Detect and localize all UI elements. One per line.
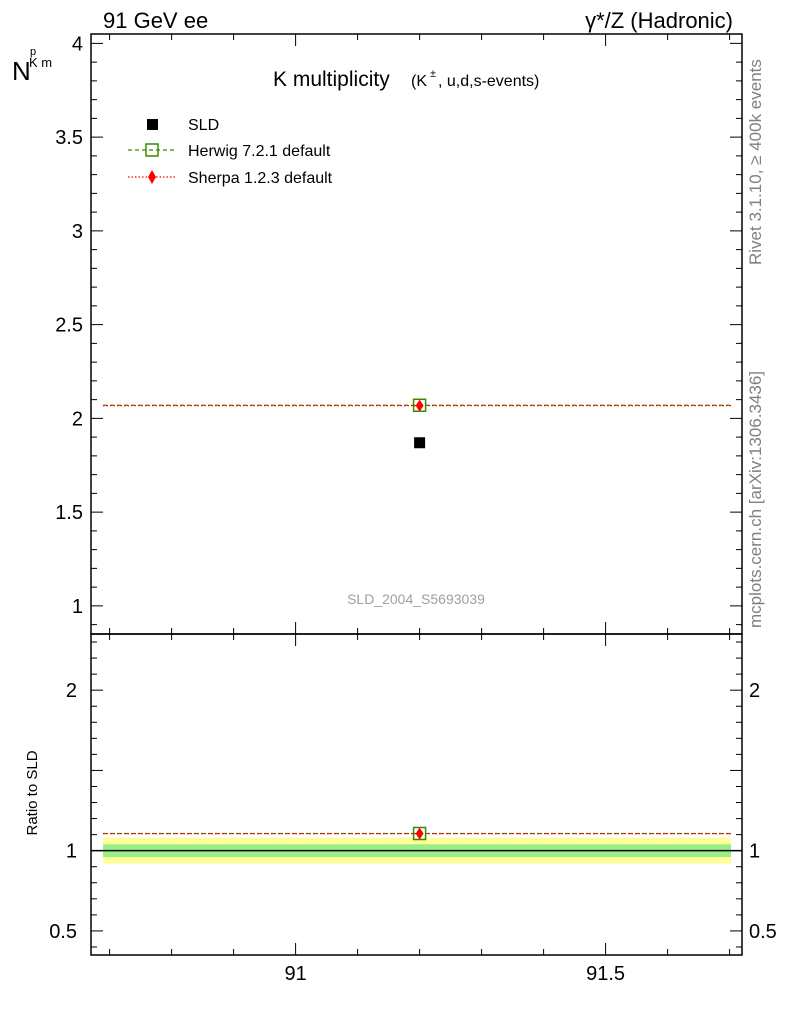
legend-entry-herwig: Herwig 7.2.1 default xyxy=(128,143,331,160)
legend-marker-herwig xyxy=(145,143,159,157)
marks-layer xyxy=(103,398,731,841)
ylabel-sup: p xyxy=(30,46,36,58)
sherpa-point xyxy=(415,399,424,412)
legend-label-herwig: Herwig 7.2.1 default xyxy=(188,143,331,160)
mcplots-credit: mcplots.cern.ch [arXiv:1306.3436] xyxy=(746,370,765,628)
sld-data-point xyxy=(414,437,426,449)
legend-entry-sherpa: Sherpa 1.2.3 default xyxy=(128,170,333,187)
title-sub-sup: ± xyxy=(430,68,436,80)
main-y-tick-label: 1.5 xyxy=(55,502,83,524)
main-y-tick-label: 4 xyxy=(72,33,83,55)
ratio-y-axis-label: Ratio to SLD xyxy=(24,750,41,835)
ylabel-main: N xyxy=(12,56,31,86)
ratio-y-tick-label-right: 0.5 xyxy=(749,921,777,943)
main-y-tick-label: 2 xyxy=(72,408,83,430)
title-sub-prefix: (K xyxy=(411,73,427,90)
legend: SLD Herwig 7.2.1 default Sherpa 1.2.3 de… xyxy=(128,117,333,187)
title-sub-suffix: , u,d,s-events) xyxy=(438,73,539,90)
legend-label-sherpa: Sherpa 1.2.3 default xyxy=(188,170,333,187)
axes-layer: 1 1.5 2 2.5 3 3.5 4 0.5 0.5 1 1 2 2 91 91.5 xyxy=(49,33,777,985)
x-tick-label: 91.5 xyxy=(586,963,625,985)
main-y-axis-label: N p K m xyxy=(12,46,52,86)
legend-entry-sld: SLD xyxy=(147,117,219,134)
header-right: γ*/Z (Hadronic) xyxy=(585,8,733,33)
header-left: 91 GeV ee xyxy=(103,8,208,33)
ratio-frame xyxy=(90,633,743,956)
analysis-watermark: SLD_2004_S5693039 xyxy=(347,591,485,607)
ratio-y-tick-label-right: 2 xyxy=(749,680,760,702)
ratio-y-tick-label-right: 1 xyxy=(749,841,760,863)
legend-marker-sld xyxy=(147,119,158,130)
main-y-tick-label: 2.5 xyxy=(55,315,83,337)
main-y-tick-label: 1 xyxy=(72,596,83,618)
plot-title: K multiplicity (K ± , u,d,s-events) xyxy=(273,68,539,91)
main-y-tick-label: 3 xyxy=(72,221,83,243)
x-tick-label: 91 xyxy=(284,963,306,985)
sherpa-ratio-point xyxy=(415,827,424,840)
title-main: K multiplicity xyxy=(273,68,390,91)
ratio-y-tick-label: 1 xyxy=(66,841,77,863)
ratio-y-tick-label: 2 xyxy=(66,680,77,702)
ratio-y-tick-label: 0.5 xyxy=(49,921,77,943)
main-y-tick-label: 3.5 xyxy=(55,127,83,149)
ylabel-sub: K m xyxy=(29,55,52,70)
rivet-version-note: Rivet 3.1.10, ≥ 400k events xyxy=(746,59,765,265)
legend-marker-sherpa xyxy=(148,170,156,184)
legend-label-sld: SLD xyxy=(188,117,219,134)
